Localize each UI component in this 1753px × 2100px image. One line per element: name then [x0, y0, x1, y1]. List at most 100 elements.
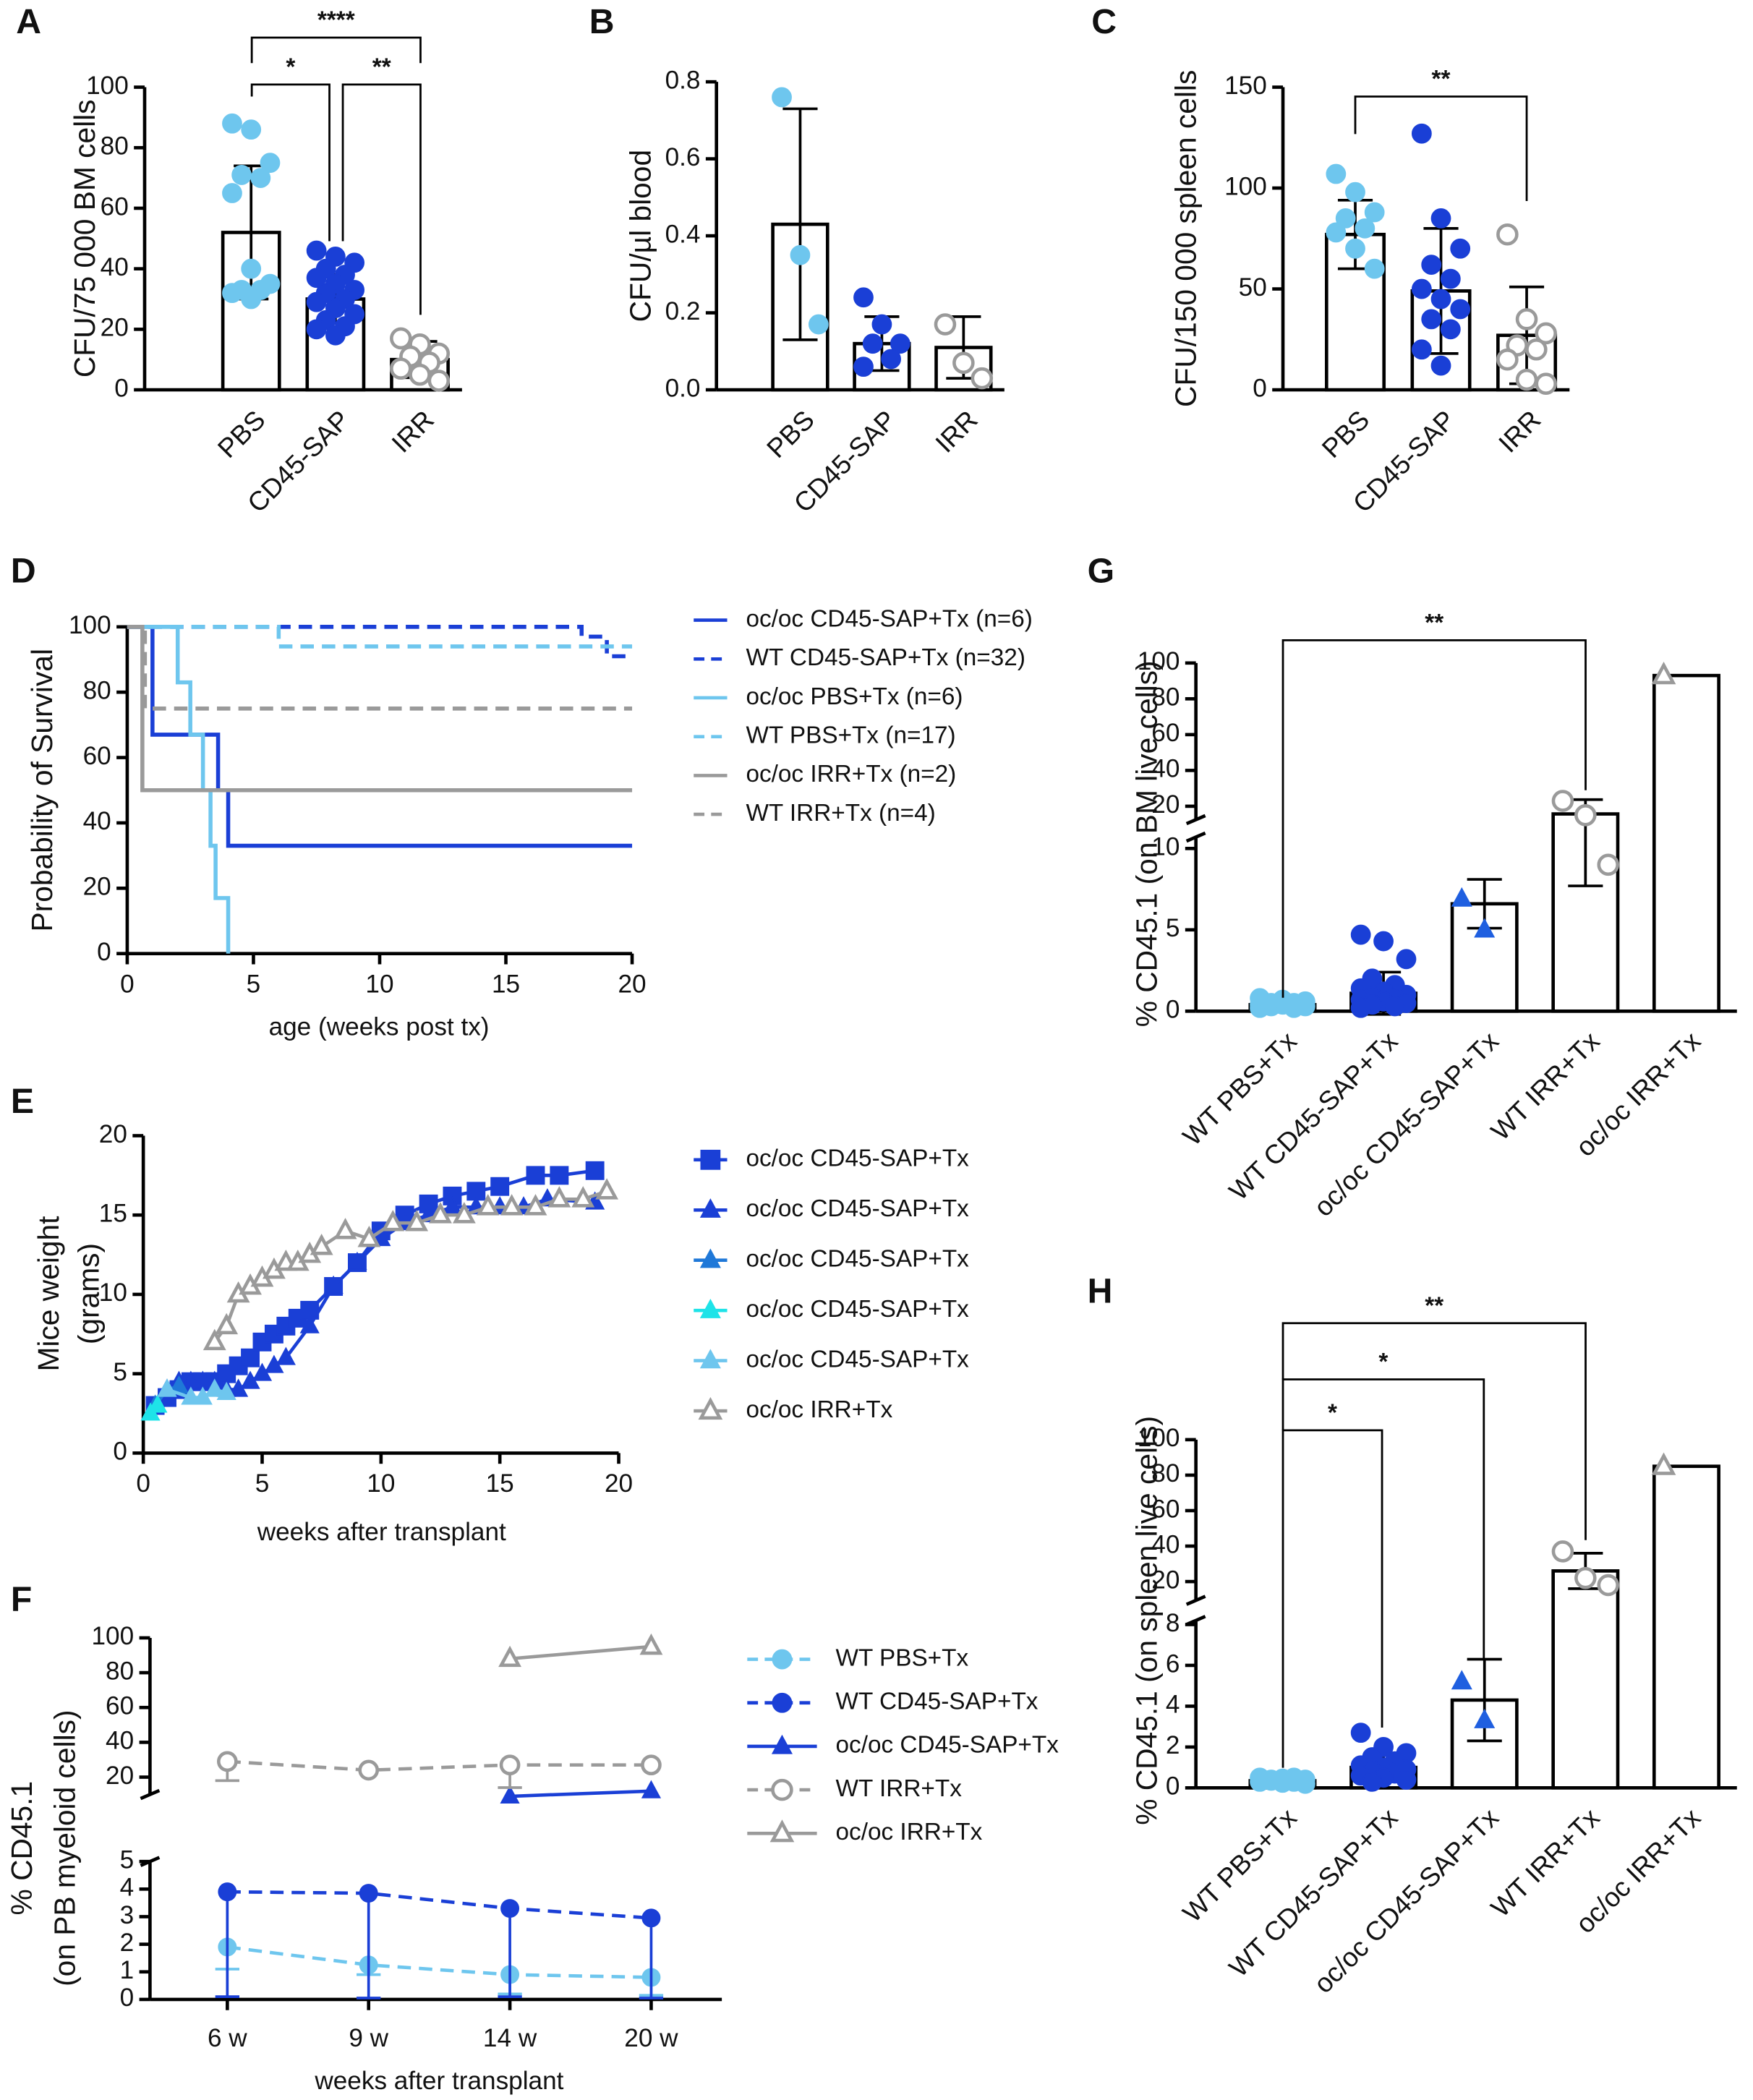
data-point	[1451, 887, 1472, 907]
data-point	[499, 1754, 521, 1776]
data-point	[1597, 1574, 1620, 1597]
data-point	[241, 1348, 260, 1367]
significance-bracket	[250, 83, 330, 242]
y-tick-label: 80	[101, 132, 129, 161]
panel-letter: B	[589, 2, 615, 41]
data-point	[299, 1315, 320, 1333]
y-tick-label: 60	[101, 192, 129, 221]
y-tick-label: 80	[83, 676, 111, 704]
data-point	[500, 1785, 520, 1804]
data-point	[390, 357, 412, 380]
data-point	[585, 1161, 605, 1180]
series-line	[227, 1759, 652, 1772]
x-tick-label: 0	[120, 970, 135, 998]
data-point	[1362, 1771, 1383, 1792]
data-point	[347, 1251, 367, 1271]
y-axis-label: CFU/µl blood	[624, 150, 657, 322]
data-point	[1474, 918, 1496, 938]
significance-bracket	[341, 83, 422, 315]
data-point	[1450, 238, 1471, 259]
y-tick-label: 0.2	[665, 297, 701, 325]
y-tick-label: 40	[106, 1727, 134, 1755]
legend-label: WT IRR+Tx (n=4)	[746, 800, 935, 827]
data-point	[1350, 1723, 1371, 1743]
data-point	[699, 1198, 721, 1218]
data-point	[1430, 208, 1451, 229]
y-tick-label: 40	[1151, 1530, 1180, 1558]
data-point	[358, 1759, 380, 1781]
data-point	[181, 1386, 201, 1405]
x-axis-label: weeks after transplant	[314, 2067, 563, 2095]
data-point	[452, 1202, 476, 1224]
panel-letter: G	[1088, 551, 1114, 590]
series-line	[509, 1644, 652, 1661]
data-point	[1440, 268, 1461, 289]
x-tick-label: oc/oc CD45-SAP+Tx	[1308, 1802, 1504, 1999]
y-tick-label: 8	[1166, 1609, 1180, 1637]
survival-line	[127, 625, 633, 659]
y-tick-label: 50	[1239, 273, 1267, 302]
data-point	[359, 1884, 378, 1903]
data-point	[1535, 372, 1557, 395]
data-point	[427, 370, 451, 392]
panel-letter: A	[16, 2, 41, 41]
data-point	[241, 119, 262, 140]
data-point	[325, 325, 346, 346]
x-axis-label: age (weeks post tx)	[269, 1013, 490, 1041]
data-point	[1411, 339, 1432, 360]
data-point	[306, 291, 327, 312]
y-tick-label: 6	[1166, 1649, 1180, 1678]
y-tick-label: 1	[120, 1956, 135, 1984]
data-point	[205, 1378, 225, 1397]
data-point	[641, 1780, 662, 1798]
significance-label: ****	[317, 7, 355, 34]
data-point	[500, 1899, 520, 1918]
data-point	[310, 1234, 333, 1255]
y-tick-label: 20	[101, 314, 129, 342]
error-bar	[639, 1918, 664, 1999]
axis-break	[1185, 831, 1206, 843]
y-tick-label: 15	[99, 1200, 127, 1228]
error-bar	[357, 1893, 381, 1999]
x-tick-label: 10	[367, 1469, 395, 1498]
y-tick-label: 4	[1166, 1691, 1180, 1719]
y-tick-label: 5	[113, 1358, 127, 1386]
data-point	[250, 168, 271, 188]
data-point	[934, 313, 957, 336]
data-point	[1440, 319, 1461, 340]
data-point	[202, 1328, 226, 1351]
bar	[1551, 1569, 1620, 1790]
data-point	[862, 333, 883, 354]
y-tick-label: 0	[97, 938, 111, 966]
y-tick-label: 0	[1166, 1772, 1180, 1801]
data-point	[1430, 289, 1451, 310]
series-line	[227, 1945, 652, 1979]
significance-label: *	[1378, 1349, 1388, 1375]
significance-bracket	[250, 36, 422, 64]
significance-label: **	[1425, 610, 1443, 636]
panel-letter: H	[1088, 1272, 1113, 1311]
significance-bracket	[1354, 95, 1528, 201]
y-axis-label: % CD45.1 (on BM live cells)	[1130, 660, 1164, 1027]
data-point	[241, 258, 262, 279]
y-tick-label: 2	[120, 1929, 135, 1957]
data-point	[550, 1166, 569, 1185]
data-point	[772, 87, 792, 108]
legend-label: oc/oc PBS+Tx (n=6)	[746, 683, 963, 710]
data-point	[769, 1819, 795, 1843]
data-point	[1535, 322, 1557, 345]
data-point	[1250, 997, 1270, 1018]
x-tick-label: PBS	[761, 404, 820, 464]
y-tick-label: 100	[1138, 1424, 1180, 1452]
x-tick-label: 0	[136, 1469, 150, 1498]
x-tick-label: 20	[618, 970, 646, 998]
x-tick-label: 14 w	[483, 2024, 537, 2052]
data-point	[276, 1346, 296, 1365]
y-tick-label: 0.6	[665, 143, 701, 171]
data-point	[157, 1378, 177, 1397]
data-point	[323, 1275, 344, 1294]
y-tick-label: 40	[83, 807, 111, 835]
y-axis-label: % CD45.1 (on spleen live cells)	[1130, 1416, 1164, 1825]
data-point	[429, 1202, 452, 1224]
data-point	[215, 1312, 239, 1335]
